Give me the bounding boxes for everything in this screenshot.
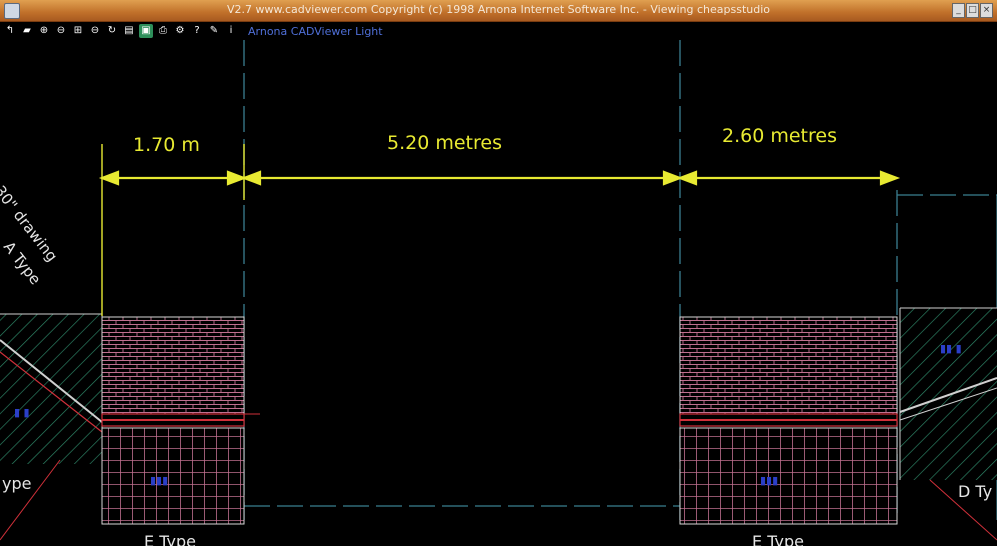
zoom-window-icon[interactable]: ⊞ <box>73 25 83 36</box>
svg-text:▮▮▮: ▮▮▮ <box>760 474 778 487</box>
open-folder-icon[interactable]: ▰ <box>23 25 31 36</box>
help-icon[interactable]: ? <box>194 25 200 36</box>
type-left-label: ype <box>2 474 32 493</box>
app-icon[interactable] <box>4 3 20 19</box>
svg-text:▮▮ ▮: ▮▮ ▮ <box>940 342 962 355</box>
product-name: Arnona CADViewer Light <box>248 24 383 38</box>
minimize-icon[interactable]: _ <box>952 3 965 18</box>
zoom-out-icon[interactable]: ⊖ <box>56 25 66 36</box>
dimension-label-1: 1.70 m <box>133 134 200 156</box>
print-icon[interactable]: ⎙ <box>159 25 167 36</box>
construction-lines <box>0 413 260 541</box>
select-icon[interactable]: ▣ <box>139 24 153 38</box>
measure-icon[interactable]: ✎ <box>209 25 219 36</box>
rotate-icon[interactable]: ↻ <box>107 25 117 36</box>
zoom-icon[interactable]: ⊕ <box>39 25 49 36</box>
type-d-label: D Ty <box>958 482 993 501</box>
window-controls: _ □ × <box>952 3 993 18</box>
svg-text:▮▮▮: ▮▮▮ <box>150 474 168 487</box>
settings-icon[interactable]: ⚙ <box>175 25 185 36</box>
close-icon[interactable]: × <box>980 3 993 18</box>
dimension-line <box>98 144 901 316</box>
window-title: V2.7 www.cadviewer.com Copyright (c) 199… <box>226 3 770 16</box>
type-e-right-label: E Type <box>752 532 804 546</box>
type-e-left-label: E Type <box>144 532 196 546</box>
maximize-icon[interactable]: □ <box>966 3 979 18</box>
slope-right: ▮▮ ▮ <box>899 307 997 541</box>
cad-drawing: ▮ ▮ ▮▮▮ ▮▮▮ <box>0 40 997 541</box>
layers-icon[interactable]: ▤ <box>124 25 134 36</box>
svg-text:▮ ▮: ▮ ▮ <box>14 406 30 419</box>
zoom-previous-icon[interactable]: ⊖ <box>90 25 100 36</box>
dimension-label-3: 2.60 metres <box>722 125 837 147</box>
drawing-canvas[interactable]: ▮ ▮ ▮▮▮ ▮▮▮ <box>0 40 997 546</box>
building-right: ▮▮▮ <box>679 316 898 525</box>
info-icon[interactable]: i <box>229 25 233 36</box>
toolbar: ↰ ▰ ⊕ ⊖ ⊞ ⊖ ↻ ▤ ▣ ⎙ ⚙? ✎ i Arnona CADViewer Light <box>0 22 997 40</box>
back-arrow-icon[interactable]: ↰ <box>5 25 15 36</box>
building-left: ▮▮▮ <box>101 316 245 525</box>
dimension-label-2: 5.20 metres <box>387 132 502 154</box>
title-bar: V2.7 www.cadviewer.com Copyright (c) 199… <box>0 0 997 22</box>
